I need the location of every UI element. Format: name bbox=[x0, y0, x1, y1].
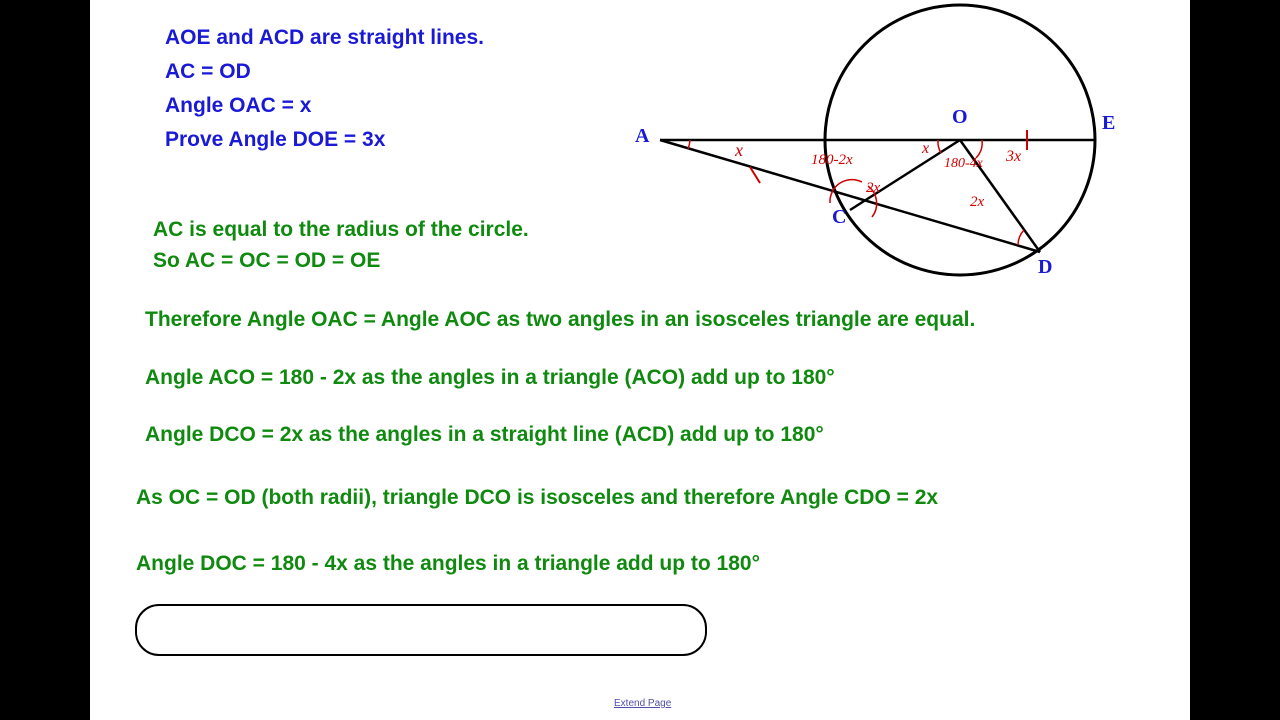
problem-line-3: Angle OAC = x bbox=[165, 94, 311, 118]
annot-2x-C: 2x bbox=[866, 180, 880, 197]
proof-line-7: Angle DOC = 180 - 4x as the angles in a … bbox=[136, 552, 760, 576]
proof-line-6: As OC = OD (both radii), triangle DCO is… bbox=[136, 486, 938, 510]
proof-line-1: AC is equal to the radius of the circle. bbox=[153, 218, 529, 242]
line-OC bbox=[850, 140, 960, 210]
annot-2x-D: 2x bbox=[970, 194, 984, 211]
proof-line-5: Angle DCO = 2x as the angles in a straig… bbox=[145, 423, 824, 447]
problem-line-1: AOE and ACD are straight lines. bbox=[165, 26, 484, 50]
annot-3x: 3x bbox=[1006, 148, 1021, 166]
extend-page-link[interactable]: Extend Page bbox=[614, 698, 671, 709]
problem-line-4: Prove Angle DOE = 3x bbox=[165, 128, 385, 152]
annot-180-4x: 180-4x bbox=[944, 156, 983, 172]
problem-line-2: AC = OD bbox=[165, 60, 251, 84]
annot-x-A: x bbox=[735, 140, 743, 161]
label-E: E bbox=[1102, 112, 1115, 135]
label-D: D bbox=[1038, 256, 1052, 279]
proof-line-2: So AC = OC = OD = OE bbox=[153, 249, 380, 273]
annot-x-O: x bbox=[922, 140, 929, 158]
label-A: A bbox=[635, 125, 649, 148]
annot-180-2x: 180-2x bbox=[811, 152, 853, 169]
arc-O-left bbox=[938, 140, 941, 153]
proof-line-3: Therefore Angle OAC = Angle AOC as two a… bbox=[145, 308, 975, 332]
answer-box bbox=[135, 604, 707, 656]
whiteboard-page: AOE and ACD are straight lines. AC = OD … bbox=[90, 0, 1190, 720]
arc-D bbox=[1018, 230, 1024, 245]
proof-line-4: Angle ACO = 180 - 2x as the angles in a … bbox=[145, 366, 835, 390]
label-O: O bbox=[952, 106, 968, 129]
geometry-diagram bbox=[620, 0, 1180, 300]
label-C: C bbox=[832, 206, 846, 229]
